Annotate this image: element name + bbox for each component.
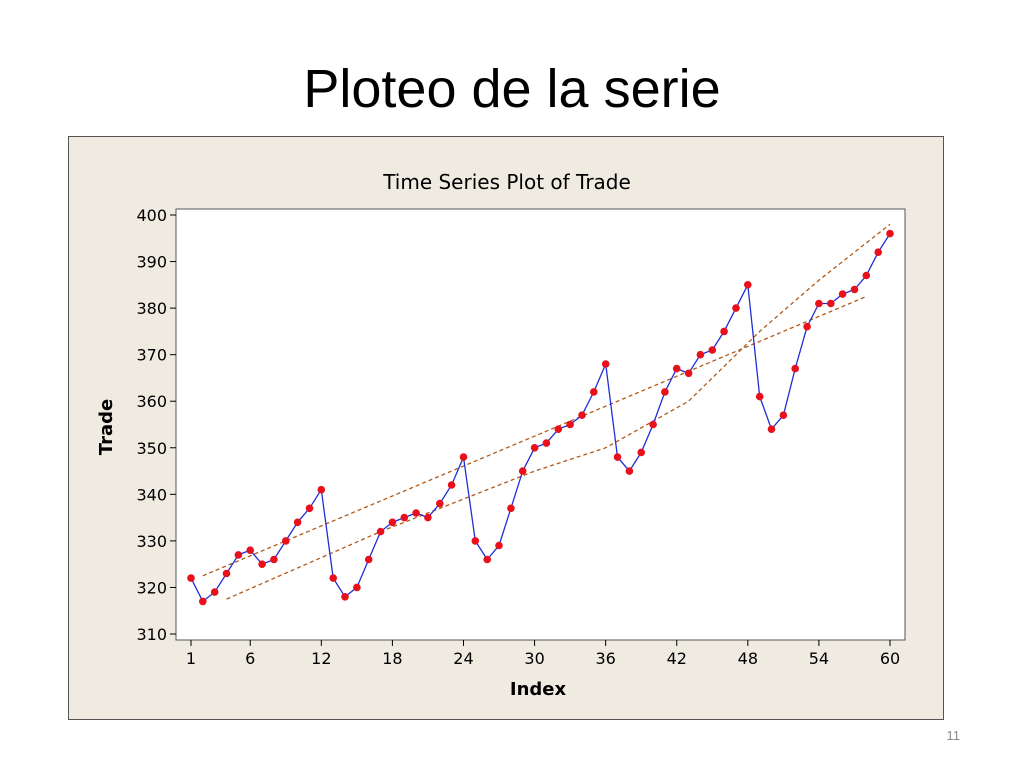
data-point <box>210 588 219 596</box>
data-point <box>530 444 539 452</box>
y-axis-label: Trade <box>96 399 117 455</box>
data-point <box>412 509 420 517</box>
data-point <box>400 513 409 522</box>
data-point <box>329 574 338 582</box>
data-point <box>672 364 681 373</box>
data-point <box>376 527 385 536</box>
data-point <box>590 388 598 396</box>
data-point <box>293 518 302 527</box>
data-point <box>258 560 266 568</box>
data-point <box>661 388 669 396</box>
page-number: 11 <box>946 728 961 743</box>
y-tick-label: 340 <box>136 485 167 504</box>
data-point <box>199 597 207 606</box>
data-point <box>270 555 278 564</box>
trend-line-1 <box>202 295 867 577</box>
data-point <box>222 569 231 578</box>
data-point <box>317 485 326 494</box>
y-tick-label: 400 <box>136 206 167 225</box>
data-point <box>234 551 243 559</box>
data-point <box>755 392 764 401</box>
x-tick-label: 36 <box>595 649 615 668</box>
data-point <box>305 504 314 513</box>
data-point <box>424 513 432 522</box>
data-point <box>708 346 717 354</box>
x-tick-label: 30 <box>524 649 544 668</box>
y-tick-label: 350 <box>136 439 167 458</box>
data-point <box>696 350 705 359</box>
data-point <box>507 504 515 513</box>
y-tick-label: 310 <box>136 625 167 644</box>
data-point <box>459 453 468 461</box>
plot-area <box>175 208 906 641</box>
data-point <box>649 420 657 429</box>
x-tick-label: 54 <box>809 649 829 668</box>
data-point <box>637 448 645 457</box>
y-tick-label: 370 <box>136 346 167 365</box>
x-tick-label: 60 <box>880 649 900 668</box>
data-point <box>815 299 823 308</box>
data-point <box>364 555 373 564</box>
y-tick-label: 390 <box>136 253 167 272</box>
data-point <box>601 360 610 368</box>
data-point <box>803 322 811 331</box>
data-point <box>341 593 349 601</box>
data-point <box>566 420 574 429</box>
data-point <box>827 299 835 308</box>
data-point <box>542 439 551 447</box>
data-point <box>447 481 456 489</box>
y-tick-label: 320 <box>136 578 167 597</box>
slide-title: Ploteo de la serie <box>303 59 721 119</box>
data-point <box>282 537 290 545</box>
data-point <box>779 411 788 420</box>
chart-title: Time Series Plot of Trade <box>382 170 631 194</box>
data-point <box>850 285 859 294</box>
x-tick-label: 12 <box>311 649 331 668</box>
data-point <box>246 546 254 554</box>
data-point <box>613 453 622 461</box>
data-point <box>838 290 847 298</box>
x-axis: 1 6 12 18 24 30 36 42 48 54 60 <box>186 640 900 668</box>
x-axis-label: Index <box>510 679 567 700</box>
series-group <box>187 229 894 606</box>
y-axis: 310 320 330 340 350 360 370 380 390 400 <box>136 206 176 644</box>
data-point <box>578 411 586 420</box>
data-point <box>744 281 752 289</box>
data-point <box>767 425 776 434</box>
data-point <box>518 467 527 475</box>
data-point <box>874 248 882 256</box>
chart-svg: Time Series Plot of Trade 310 320 330 340 35… <box>96 170 906 700</box>
data-point <box>684 369 693 378</box>
x-tick-label: 48 <box>738 649 758 668</box>
x-tick-label: 24 <box>453 649 473 668</box>
data-point <box>862 271 871 280</box>
data-point <box>791 364 799 373</box>
data-point <box>720 327 728 336</box>
data-point <box>495 541 503 550</box>
data-point <box>483 555 492 564</box>
data-point <box>732 304 740 312</box>
x-tick-label: 1 <box>186 649 196 668</box>
y-tick-label: 330 <box>136 532 167 551</box>
data-point <box>554 425 563 434</box>
data-point <box>886 229 894 238</box>
data-point <box>353 583 361 592</box>
x-tick-label: 18 <box>382 649 402 668</box>
data-point <box>187 574 195 582</box>
trend-line-2 <box>226 223 891 600</box>
chart-frame: Time Series Plot of Trade 310 320 330 340 35… <box>68 136 944 720</box>
data-point <box>625 467 634 475</box>
y-tick-label: 360 <box>136 392 167 411</box>
data-point <box>436 499 444 508</box>
y-tick-label: 380 <box>136 299 167 318</box>
trend-lines <box>202 223 891 600</box>
x-tick-label: 6 <box>245 649 255 668</box>
data-point <box>388 518 397 527</box>
x-tick-label: 42 <box>667 649 687 668</box>
data-point <box>471 537 480 545</box>
